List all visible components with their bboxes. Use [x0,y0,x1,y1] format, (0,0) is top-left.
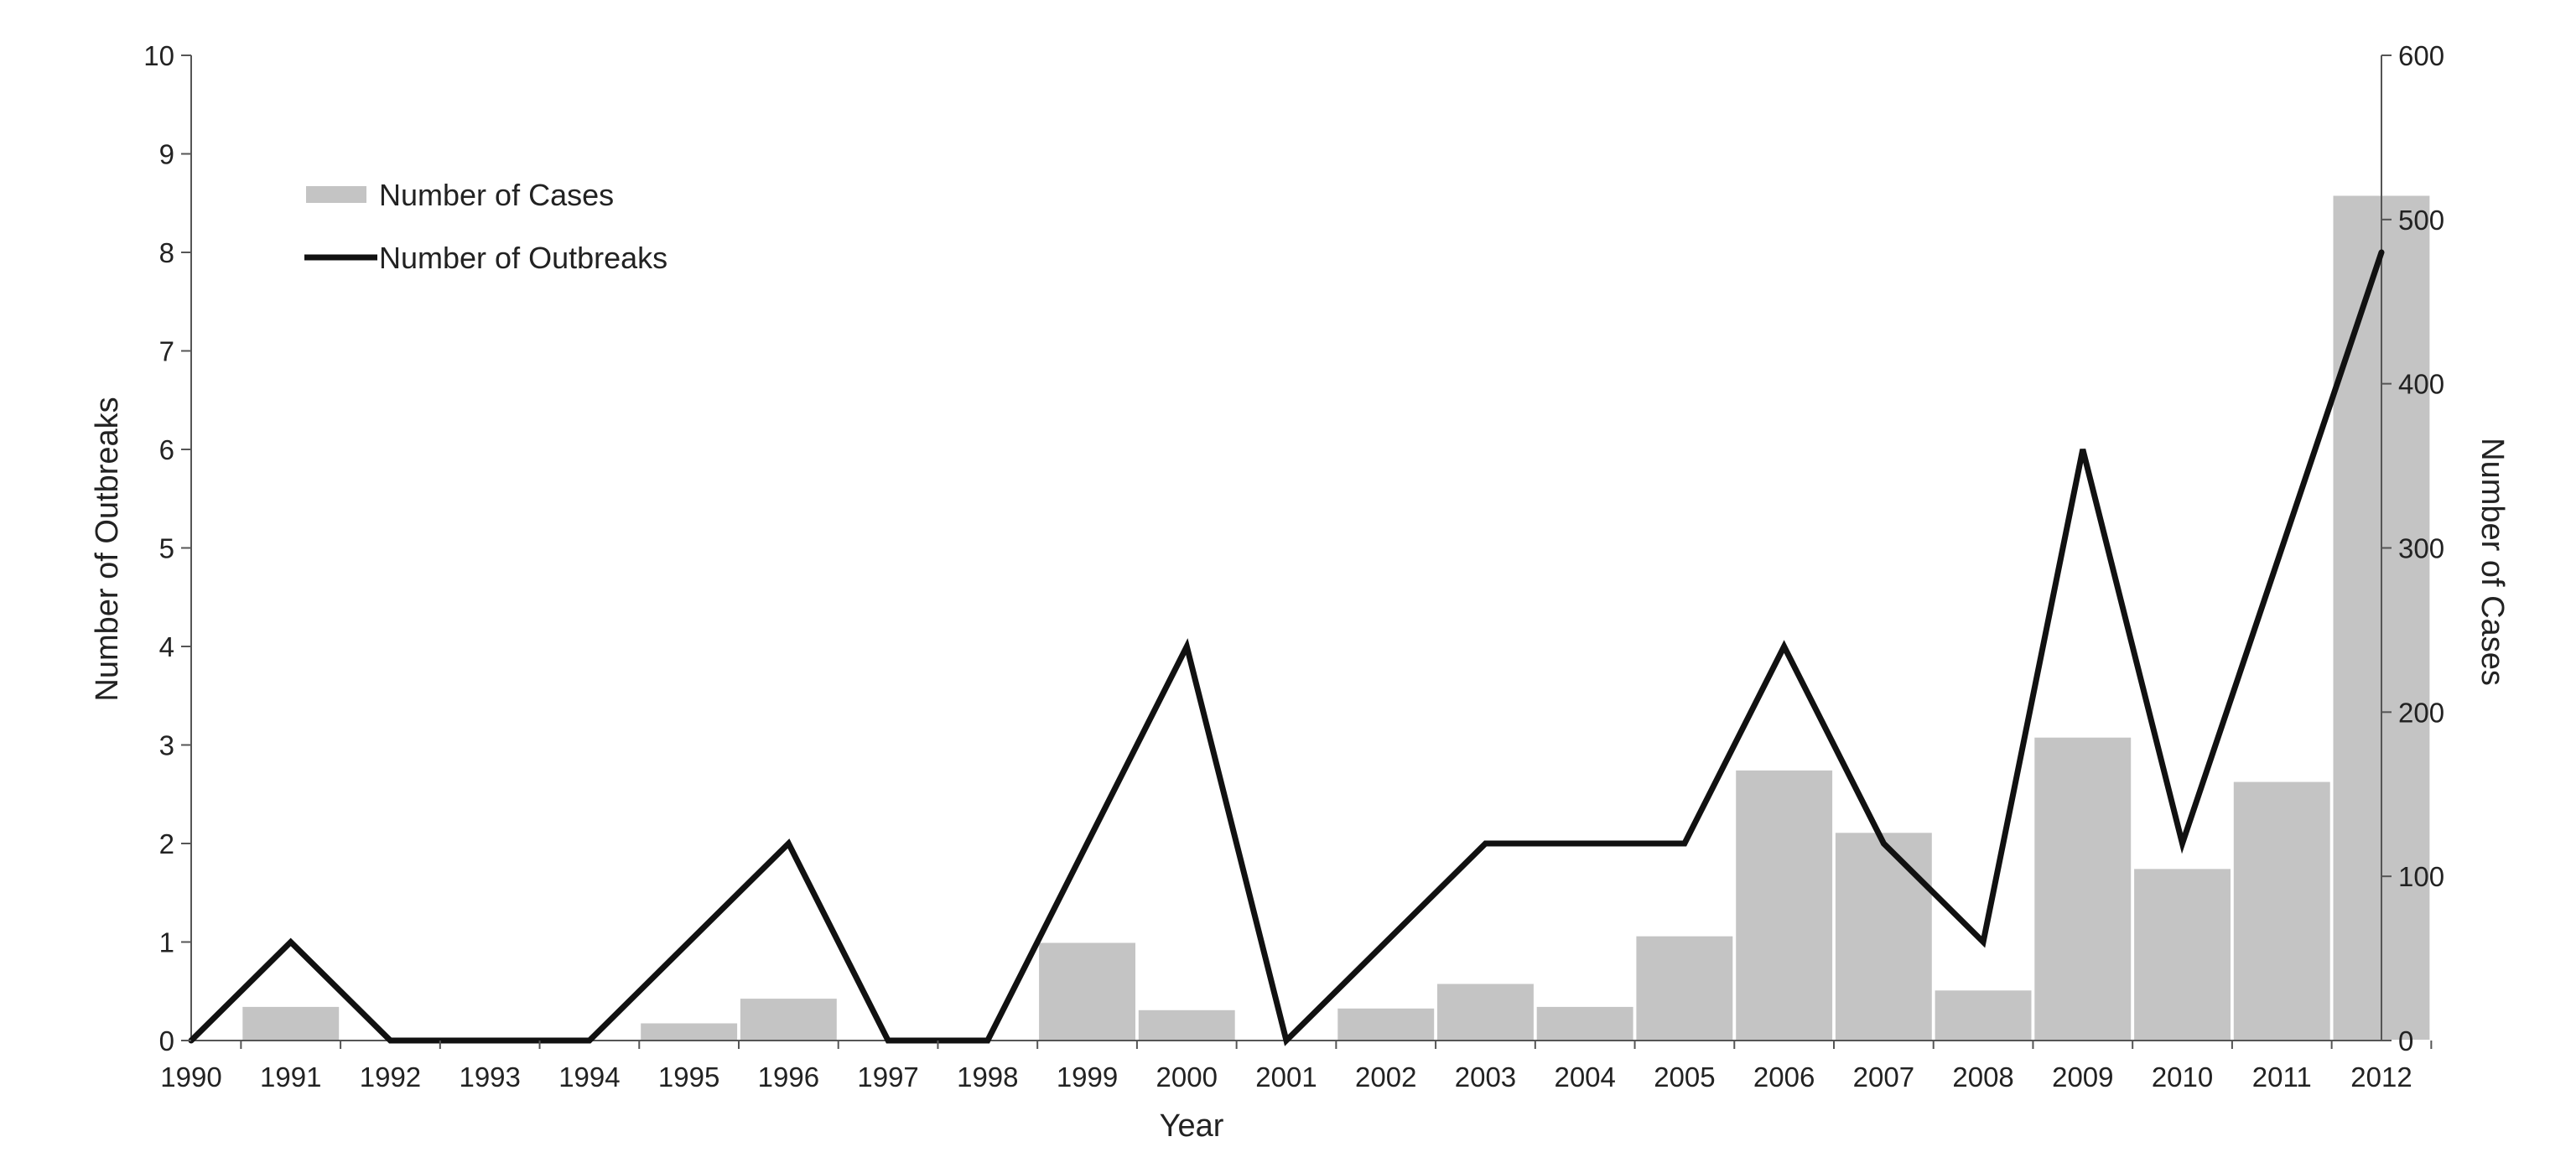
bar-cases-2000 [1136,1008,1237,1042]
bar-cases-2011 [2231,780,2332,1041]
left-tick-label-4: 4 [159,631,174,662]
legend-swatch-cases [306,186,366,203]
left-tick-label-1: 1 [159,927,174,958]
x-tick-label-1999: 1999 [1057,1061,1118,1093]
x-tick-label-2006: 2006 [1753,1061,1815,1093]
bar-cases-2007 [1833,831,1934,1041]
right-tick-label-0: 0 [2398,1025,2413,1056]
left-tick-label-5: 5 [159,533,174,564]
legend-label-cases: Number of Cases [379,178,614,212]
x-tick-label-2012: 2012 [2350,1061,2412,1093]
left-tick-label-10: 10 [143,40,174,71]
left-tick-label-0: 0 [159,1025,174,1056]
outbreak-line-layer [188,249,2385,1046]
x-tick-label-1991: 1991 [260,1061,321,1093]
right-axis-title: Number of Cases [2475,438,2510,686]
x-tick-label-1993: 1993 [459,1061,520,1093]
line-outbreaks [188,249,2385,1046]
bar-cases-1999 [1037,941,1137,1041]
x-tick-label-1998: 1998 [957,1061,1018,1093]
x-tick-label-2011: 2011 [2252,1061,2312,1093]
x-tick-label-2001: 2001 [1255,1061,1317,1093]
left-tick-label-8: 8 [159,237,174,268]
left-tick-label-7: 7 [159,336,174,367]
x-tick-label-1995: 1995 [658,1061,719,1093]
left-tick-label-2: 2 [159,828,174,859]
right-tick-label-600: 600 [2398,40,2444,71]
x-tick-label-2002: 2002 [1355,1061,1416,1093]
legend-label-outbreaks: Number of Outbreaks [379,241,667,275]
x-tick-label-2005: 2005 [1654,1061,1715,1093]
bar-cases-1996 [738,997,839,1041]
x-tick-label-2003: 2003 [1455,1061,1516,1093]
right-tick-label-400: 400 [2398,369,2444,400]
right-tick-label-100: 100 [2398,861,2444,892]
bar-cases-2006 [1734,768,1835,1042]
right-axis-ticks: 0 100 200 300 400 500 600 [2381,40,2444,1056]
bar-cases-2002 [1336,1006,1436,1042]
bar-cases-2004 [1535,1004,1635,1042]
bar-cases-2003 [1436,982,1535,1041]
bar-cases-1991 [241,1004,341,1042]
bar-cases-2005 [1634,934,1735,1041]
bar-cases-2008 [1933,989,2033,1042]
x-axis-ticks: 1990 1991 1992 1993 1994 1995 1996 1997 1998 1999… [160,1041,2433,1093]
x-tick-label-1992: 1992 [360,1061,421,1093]
bar-cases-1995 [639,1021,740,1041]
left-axis-ticks: 0 1 2 3 4 5 6 7 8 9 10 [143,40,191,1056]
x-axis-title: Year [1160,1108,1224,1144]
legend: Number of Cases Number of Outbreaks [304,178,667,275]
x-tick-label-2004: 2004 [1554,1061,1615,1093]
left-tick-label-9: 9 [159,139,174,170]
x-tick-label-2000: 2000 [1156,1061,1218,1093]
x-tick-label-2009: 2009 [2052,1061,2113,1093]
x-tick-label-1994: 1994 [558,1061,620,1093]
case-bars [241,194,2432,1042]
x-tick-label-1990: 1990 [160,1061,221,1093]
bar-cases-2009 [2033,735,2133,1041]
x-tick-label-2008: 2008 [1952,1061,2013,1093]
x-tick-label-2010: 2010 [2152,1061,2213,1093]
right-tick-label-500: 500 [2398,205,2444,236]
x-tick-label-1997: 1997 [857,1061,918,1093]
x-tick-label-2007: 2007 [1853,1061,1914,1093]
left-tick-label-6: 6 [159,434,174,465]
right-tick-label-200: 200 [2398,697,2444,728]
left-tick-label-3: 3 [159,730,174,761]
left-axis-title: Number of Outbreaks [90,397,125,701]
bar-cases-2010 [2132,867,2233,1042]
x-tick-label-1996: 1996 [758,1061,819,1093]
right-tick-label-300: 300 [2398,533,2444,564]
